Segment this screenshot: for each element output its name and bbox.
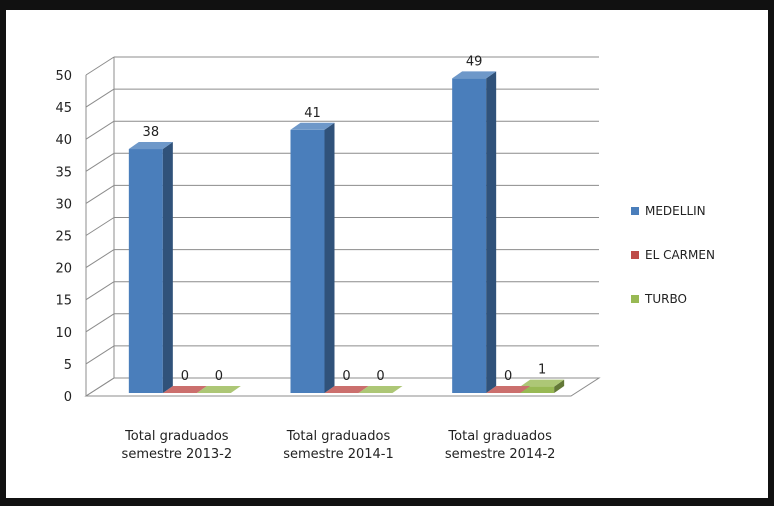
category-label: Total graduados semestre 2014-1 [283,429,394,462]
bar-front [128,149,163,393]
gridline-side [85,152,115,172]
bar-side [486,71,497,394]
bar-top [324,386,369,393]
y-tick-label: 15 [55,294,72,309]
bar-top [358,386,403,393]
legend-swatch [631,251,639,259]
y-tick-label: 50 [55,69,72,84]
category-label-line: Total graduados [124,429,229,444]
bar-top [128,142,173,150]
legend-swatch [631,295,639,303]
gridline-side [85,249,115,269]
bar-side [554,379,565,393]
bar-top [452,71,497,79]
gridline-side [85,217,115,236]
y-tick-label: 10 [55,326,72,341]
category-label-line: semestre 2013-2 [122,447,233,462]
y-tick-label: 20 [55,262,72,277]
y-tick-labels: 0 5 10 15 20 25 30 35 40 45 50 [55,69,72,405]
y-tick-label: 35 [55,165,72,180]
bar-front [452,78,487,394]
category-label: Total graduados semestre 2013-2 [122,429,233,462]
data-label: 0 [342,369,350,384]
y-tick-label: 45 [55,101,72,116]
y-tick-label: 5 [64,358,72,373]
data-label: 0 [504,369,512,384]
category-label-line: semestre 2014-2 [445,447,556,462]
legend-swatch [631,207,639,215]
bar-side [162,142,173,393]
floor [84,377,601,397]
y-tick-label: 40 [55,133,72,148]
gridline-side [85,120,115,140]
legend: MEDELLIN EL CARMEN TURBO [631,204,715,306]
y-tick-label: 25 [55,230,72,245]
y-tick-label: 30 [55,197,72,212]
bars [128,71,565,394]
data-label: 0 [215,369,223,384]
bar-front [520,386,555,393]
bar-front [290,129,325,393]
gridline-side [85,184,115,204]
bar-top [290,122,335,130]
data-label: 49 [466,54,483,69]
gridlines [85,56,599,397]
bar-top [486,386,531,393]
gridline-side [85,345,115,365]
axes [84,57,601,397]
gridline-side [85,281,115,301]
bar-side [324,122,335,393]
legend-label: EL CARMEN [645,248,715,262]
legend-label: MEDELLIN [645,204,706,218]
bar-top [520,379,565,387]
data-labels: 0 0 38 0 0 41 1 0 49 [143,54,547,384]
bar-top [162,386,207,393]
bar-top [196,386,241,393]
data-label: 38 [143,125,160,140]
data-label: 1 [538,363,546,378]
y-tick-label: 0 [64,390,72,405]
category-label-line: Total graduados [447,429,552,444]
gridline-side [85,313,115,333]
category-label: Total graduados semestre 2014-2 [445,429,556,462]
gridline-side [85,56,115,76]
category-label-line: Total graduados [286,429,391,444]
gridline-side [85,88,115,108]
legend-label: TURBO [644,292,687,306]
data-label: 0 [376,369,384,384]
data-label: 0 [181,369,189,384]
data-label: 41 [304,106,321,121]
category-label-line: semestre 2014-1 [283,447,394,462]
